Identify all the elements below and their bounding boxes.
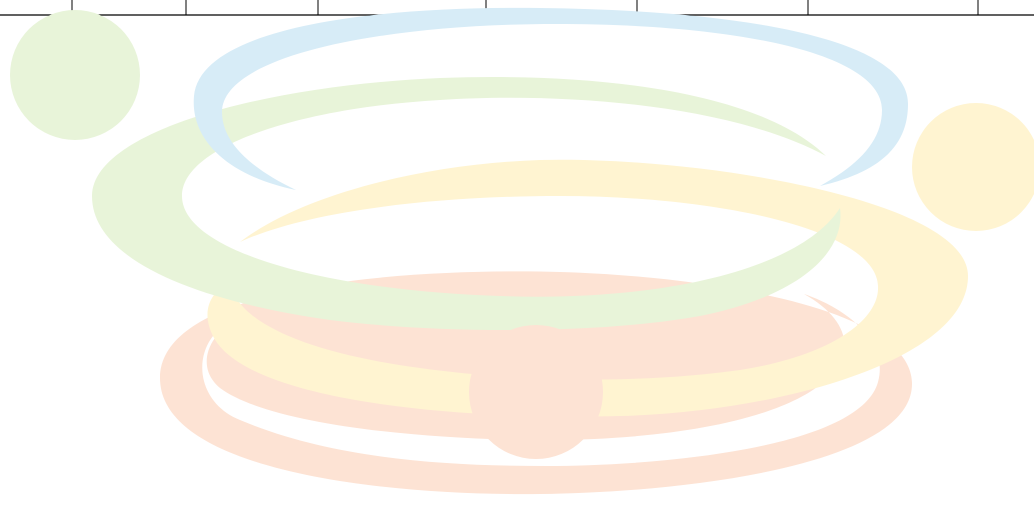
green-circle xyxy=(10,10,140,140)
green-ring xyxy=(92,76,841,331)
yellow-circle xyxy=(912,103,1034,231)
orange-circle xyxy=(469,325,603,459)
